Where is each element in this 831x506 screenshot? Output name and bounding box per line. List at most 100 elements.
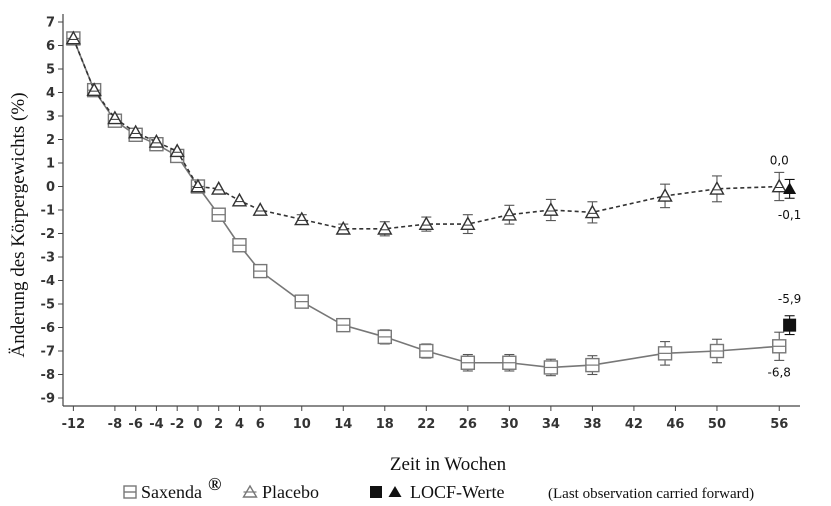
data-label: -5,9: [778, 292, 801, 306]
marker-triangle: [418, 216, 434, 231]
x-tick-label: -2: [170, 417, 184, 432]
marker-triangle: [460, 216, 476, 231]
data-point: [107, 110, 123, 125]
data-point: [543, 202, 559, 216]
x-tick-label: 30: [500, 417, 518, 432]
data-point: [86, 82, 102, 97]
data-point: [169, 143, 185, 158]
data-point: [127, 124, 144, 139]
data-point: [460, 355, 476, 370]
data-point: [709, 180, 725, 195]
data-label: 0,0: [770, 154, 789, 168]
y-tick-label: -8: [41, 368, 55, 383]
marker-triangle: [657, 187, 673, 202]
x-tick-label: 50: [708, 417, 726, 432]
data-point: [231, 192, 248, 207]
y-tick-label: 4: [46, 86, 55, 101]
marker-triangle: [543, 202, 559, 216]
x-tick-label: 56: [770, 417, 788, 432]
y-tick-label: -6: [41, 321, 55, 336]
x-tick-label: -8: [108, 417, 122, 432]
y-tick-label: -9: [41, 392, 55, 407]
legend-locf-triangle-marker: [388, 486, 402, 497]
locf-marker: [783, 318, 797, 332]
legend-locf-label: LOCF-Werte: [410, 482, 505, 502]
marker-triangle: [709, 180, 725, 195]
data-point: [252, 202, 268, 216]
x-tick-label: 34: [542, 417, 560, 432]
data-point: [418, 216, 434, 231]
x-tick-label: 26: [459, 417, 477, 432]
series-layer: [65, 30, 797, 377]
marker-triangle: [190, 178, 206, 193]
legend-saxenda-marker: [123, 485, 137, 499]
legend-saxenda-label: Saxenda: [141, 482, 202, 502]
marker-triangle: [127, 124, 144, 139]
legend-locf-description: (Last observation carried forward): [548, 486, 754, 502]
data-point: [501, 206, 518, 221]
data-point: [657, 187, 673, 202]
legend-placebo-label: Placebo: [262, 482, 319, 502]
data-point: [709, 343, 725, 359]
data-point: [335, 220, 351, 235]
marker-triangle: [335, 220, 351, 235]
series-line: [72, 38, 780, 230]
locf-marker: [783, 182, 797, 195]
y-tick-label: -5: [41, 298, 55, 313]
data-point: [543, 360, 559, 375]
data-point: [190, 178, 206, 193]
locf-point: [783, 178, 797, 199]
legend-saxenda-registered: ®: [208, 474, 221, 494]
y-tick-label: -7: [41, 345, 55, 360]
marker-triangle: [148, 133, 165, 148]
y-tick-label: 5: [46, 63, 55, 78]
marker-triangle: [252, 202, 268, 216]
x-tick-label: 46: [666, 417, 684, 432]
series-placebo: [65, 30, 787, 237]
y-tick-label: 7: [46, 16, 55, 31]
x-tick-label: 6: [256, 417, 265, 432]
x-axis-title: Zeit in Wochen: [390, 454, 507, 475]
data-point: [232, 238, 247, 253]
locf-point: [783, 315, 797, 336]
y-tick-label: 6: [46, 39, 55, 54]
legend-locf-square-marker: [370, 486, 382, 498]
marker-triangle: [377, 220, 393, 235]
y-tick-label: 0: [46, 180, 55, 195]
x-tick-label: 42: [625, 417, 643, 432]
data-point: [294, 211, 310, 226]
marker-triangle: [65, 30, 82, 45]
x-tick-label: -4: [149, 417, 163, 432]
data-point: [377, 220, 393, 235]
marker-triangle: [584, 204, 601, 219]
data-point: [657, 346, 673, 361]
data-point: [585, 357, 600, 373]
data-point: [211, 207, 226, 222]
data-point: [211, 180, 227, 195]
data-point: [771, 178, 787, 193]
x-tick-label: 14: [334, 417, 352, 432]
data-label: -6,8: [768, 365, 791, 379]
marker-triangle: [107, 110, 123, 125]
x-tick-label: 4: [235, 417, 244, 432]
data-point: [294, 294, 309, 309]
marker-triangle: [169, 143, 185, 158]
y-tick-label: 3: [46, 110, 55, 125]
data-point: [336, 317, 351, 333]
x-tick-label: 10: [293, 417, 311, 432]
x-tick-label: 22: [417, 417, 435, 432]
y-tick-label: 1: [46, 157, 55, 172]
data-point: [253, 263, 268, 279]
y-axis-title: Änderung des Körpergewichts (%): [8, 92, 29, 357]
marker-triangle: [211, 180, 227, 195]
x-tick-label: 18: [376, 417, 394, 432]
marker-triangle: [86, 82, 102, 97]
series-saxenda: [66, 31, 787, 377]
data-point: [584, 204, 601, 219]
y-tick-label: -4: [41, 274, 55, 289]
x-tick-label: -12: [62, 417, 86, 432]
x-tick-label: 38: [583, 417, 601, 432]
data-point: [148, 133, 165, 148]
